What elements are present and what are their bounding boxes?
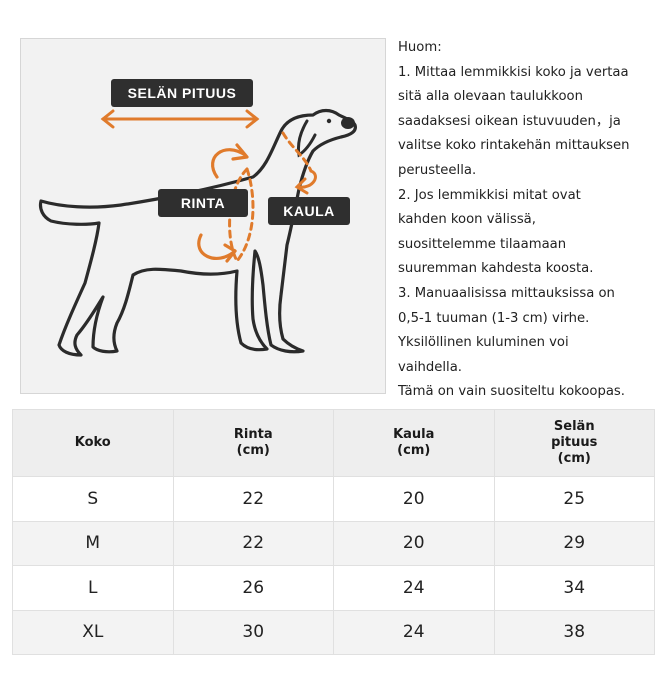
table-row: S 22 20 25 [12, 476, 655, 522]
back-length-cell: 25 [493, 476, 655, 522]
measurement-notes: Huom: 1. Mittaa lemmikkisi koko ja verta… [398, 36, 666, 405]
neck-girth-line [281, 131, 317, 195]
size-cell: XL [12, 609, 174, 655]
table-row: M 22 20 29 [12, 520, 655, 566]
size-cell: L [12, 565, 174, 611]
dog-silhouette [38, 108, 357, 357]
neck-cell: 20 [333, 520, 495, 566]
notes-line: Tämä on vain suositeltu kokoopas. [398, 384, 625, 400]
notes-line: kahden koon välissä, [398, 212, 536, 228]
notes-line: 3. Manuaalisissa mittauksissa on [398, 285, 615, 301]
notes-line: suosittelemme tilaamaan [398, 236, 567, 252]
chest-cell: 22 [172, 476, 334, 522]
notes-line: sitä alla olevaan taulukkoon [398, 89, 583, 105]
dog-eye [326, 118, 332, 124]
header-neck: Kaula (cm) [333, 409, 495, 477]
header-back-length: Selän pituus (cm) [493, 409, 655, 477]
neck-cell: 24 [333, 609, 495, 655]
size-cell: S [12, 476, 174, 522]
chest-arrows [197, 143, 249, 263]
notes-line: Yksilöllinen kuluminen voi [398, 335, 569, 351]
table-row: L 26 24 34 [12, 565, 655, 611]
chest-cell: 26 [172, 565, 334, 611]
notes-heading: Huom: [398, 40, 442, 55]
size-cell: M [12, 520, 174, 566]
back-length-cell: 29 [493, 520, 655, 566]
size-table: Koko Rinta (cm) Kaula (cm) Selän pituus … [12, 409, 655, 655]
chest-cell: 22 [172, 520, 334, 566]
back-length-arrow [100, 109, 260, 129]
back-length-cell: 38 [493, 609, 655, 655]
size-table-header-row: Koko Rinta (cm) Kaula (cm) Selän pituus … [12, 409, 655, 477]
header-chest: Rinta (cm) [172, 409, 334, 477]
notes-line: 1. Mittaa lemmikkisi koko ja vertaa [398, 64, 629, 80]
notes-line: perusteella. [398, 162, 477, 178]
dog-illustration [38, 108, 357, 357]
size-diagram: SELÄN PITUUS RINTA KAULA [20, 38, 386, 394]
notes-line: saadaksesi oikean istuvuuden，ja [398, 113, 621, 129]
back-length-cell: 34 [493, 565, 655, 611]
chest-label: RINTA [158, 189, 248, 217]
back-length-label: SELÄN PITUUS [111, 79, 253, 107]
neck-cell: 20 [333, 476, 495, 522]
table-row: XL 30 24 38 [12, 609, 655, 655]
neck-label: KAULA [268, 197, 350, 225]
dog-nose [341, 117, 355, 129]
notes-line: 0,5-1 tuuman (1-3 cm) virhe. [398, 310, 590, 326]
neck-cell: 24 [333, 565, 495, 611]
notes-line: valitse koko rintakehän mittauksen [398, 138, 630, 154]
notes-line: 2. Jos lemmikkisi mitat ovat [398, 187, 581, 203]
notes-line: vaihdella. [398, 359, 462, 375]
chest-cell: 30 [172, 609, 334, 655]
header-size: Koko [12, 409, 174, 477]
notes-line: suuremman kahdesta koosta. [398, 261, 594, 277]
